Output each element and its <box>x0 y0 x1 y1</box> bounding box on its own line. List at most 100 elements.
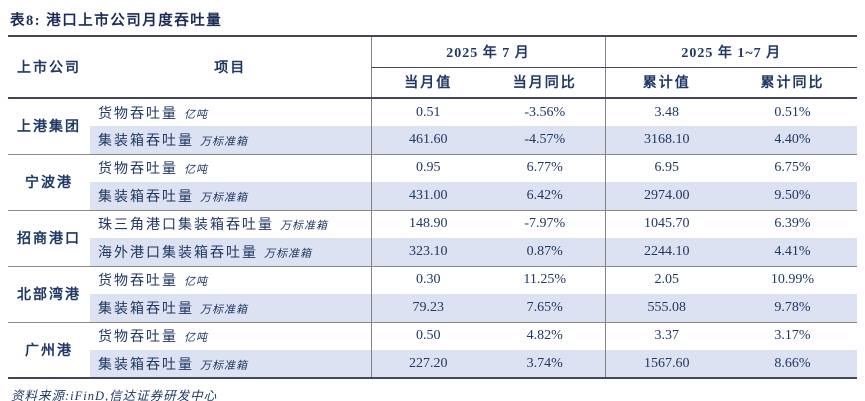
header-group-month: 2025 年 7 月 <box>370 36 605 68</box>
month-yoy-cell: 6.77% <box>526 160 563 176</box>
item-cell: 集装箱吞吐量 万标准箱 <box>90 350 371 378</box>
cumulative-value-cell: 3.48 <box>604 98 728 126</box>
item-cell: 货物吞吐量 亿吨 <box>90 322 371 350</box>
item-cell: 珠三角港口集装箱吞吐量 万标准箱 <box>90 210 371 238</box>
cumulative-yoy-cell: 6.39% <box>774 216 811 232</box>
header-cumulative-value: 累计值 <box>604 67 728 98</box>
month-value-cell: 227.20 <box>370 350 485 378</box>
cumulative-yoy-cell: 9.50% <box>728 182 857 210</box>
cumulative-value-cell: 3.37 <box>604 322 728 350</box>
item-label: 货物吞吐量 <box>98 330 178 346</box>
item-label: 集装箱吞吐量 <box>98 301 194 317</box>
cumulative-yoy-cell: 3.17% <box>774 328 811 344</box>
item-cell: 海外港口集装箱吞吐量 万标准箱 <box>90 238 371 266</box>
cumulative-yoy-cell: 0.51% <box>774 104 811 120</box>
month-yoy-cell: -3.56% <box>524 104 566 120</box>
company-block-beibuwan: 北部湾港 货物吞吐量 亿吨 0.30 11.25% 2.05 10.99% 集装箱… <box>8 266 857 322</box>
header-cumulative-yoy: 累计同比 <box>760 76 825 92</box>
month-value-cell: 461.60 <box>370 126 485 154</box>
month-yoy-cell: 4.82% <box>526 328 563 344</box>
month-value-cell: 148.90 <box>370 210 485 238</box>
month-yoy-cell: 7.65% <box>485 294 605 322</box>
month-yoy-cell: 6.42% <box>485 182 605 210</box>
cumulative-yoy-cell: 4.41% <box>728 238 857 266</box>
month-yoy-cell: 0.87% <box>485 238 605 266</box>
cumulative-value-cell: 1045.70 <box>604 210 728 238</box>
unit-label: 亿吨 <box>184 164 208 177</box>
header-group-cumulative: 2025 年 1~7 月 <box>604 36 857 68</box>
cumulative-value-cell: 3168.10 <box>604 126 728 154</box>
cumulative-yoy-cell: 6.75% <box>774 160 811 176</box>
unit-label: 万标准箱 <box>280 220 328 233</box>
unit-label: 万标准箱 <box>200 359 248 372</box>
table-title: 表8: 港口上市公司月度吞吐量 <box>10 13 223 29</box>
item-cell: 货物吞吐量 亿吨 <box>90 154 371 182</box>
table-row: 集装箱吞吐量 万标准箱 431.00 6.42% 2974.00 9.50% <box>8 182 857 210</box>
company-block-ningbo: 宁波港 货物吞吐量 亿吨 0.95 6.77% 6.95 6.75% 集装箱吞吐量… <box>8 154 857 210</box>
table-row: 宁波港 货物吞吐量 亿吨 0.95 6.77% 6.95 6.75% <box>8 154 857 210</box>
item-label: 货物吞吐量 <box>98 162 178 178</box>
month-yoy-cell: -7.97% <box>524 216 566 232</box>
cumulative-value-cell: 6.95 <box>604 154 728 182</box>
item-cell: 集装箱吞吐量 万标准箱 <box>90 126 371 154</box>
header-month-value: 当月值 <box>370 67 485 98</box>
item-cell: 集装箱吞吐量 万标准箱 <box>90 182 371 210</box>
unit-label: 万标准箱 <box>200 191 248 204</box>
month-value-cell: 431.00 <box>370 182 485 210</box>
cumulative-value-cell: 2974.00 <box>604 182 728 210</box>
unit-label: 万标准箱 <box>264 247 312 260</box>
month-value-cell: 0.95 <box>370 154 485 182</box>
company-name: 宁波港 <box>8 154 90 210</box>
table-row: 广州港 货物吞吐量 亿吨 0.50 4.82% 3.37 3.17% <box>8 322 857 378</box>
cumulative-yoy-cell: 4.40% <box>728 126 857 154</box>
company-name: 招商港口 <box>8 210 90 266</box>
cumulative-yoy-cell: 10.99% <box>770 272 815 288</box>
cumulative-value-cell: 555.08 <box>604 294 728 322</box>
table-header: 上市公司 项目 2025 年 7 月 2025 年 1~7 月 当月值 当月同比… <box>8 36 857 98</box>
company-name: 北部湾港 <box>8 266 90 322</box>
throughput-table: 上市公司 项目 2025 年 7 月 2025 年 1~7 月 当月值 当月同比… <box>8 35 857 379</box>
header-item: 项目 <box>214 61 247 76</box>
unit-label: 万标准箱 <box>200 303 248 316</box>
cumulative-yoy-cell: 9.78% <box>728 294 857 322</box>
table-row: 海外港口集装箱吞吐量 万标准箱 323.10 0.87% 2244.10 4.41… <box>8 238 857 266</box>
month-value-cell: 0.50 <box>370 322 485 350</box>
item-cell: 货物吞吐量 亿吨 <box>90 98 371 126</box>
month-value-cell: 323.10 <box>370 238 485 266</box>
item-label: 珠三角港口集装箱吞吐量 <box>98 218 274 234</box>
company-block-shanggang: 上港集团 货物吞吐量 亿吨 0.51 -3.56% 3.48 0.51% 集装箱吞… <box>8 98 857 154</box>
cumulative-value-cell: 2.05 <box>604 266 728 294</box>
source-note: 资料来源:iFinD,信达证券研发中心 <box>11 389 218 401</box>
item-label: 货物吞吐量 <box>98 106 178 122</box>
item-label: 集装箱吞吐量 <box>98 133 194 149</box>
month-value-cell: 79.23 <box>370 294 485 322</box>
unit-label: 亿吨 <box>184 108 208 121</box>
item-label: 货物吞吐量 <box>98 274 178 290</box>
cumulative-value-cell: 1567.60 <box>604 350 728 378</box>
item-cell: 集装箱吞吐量 万标准箱 <box>90 294 371 322</box>
month-value-cell: 0.30 <box>370 266 485 294</box>
month-yoy-cell: 3.74% <box>485 350 605 378</box>
item-cell: 货物吞吐量 亿吨 <box>90 266 371 294</box>
table-row: 招商港口 珠三角港口集装箱吞吐量 万标准箱 148.90 -7.97% 1045.… <box>8 210 857 266</box>
item-label: 海外港口集装箱吞吐量 <box>98 245 258 261</box>
item-label: 集装箱吞吐量 <box>98 357 194 373</box>
month-yoy-cell: 11.25% <box>523 272 567 288</box>
month-yoy-cell: -4.57% <box>485 126 605 154</box>
table-row: 集装箱吞吐量 万标准箱 461.60 -4.57% 3168.10 4.40% <box>8 126 857 154</box>
table-row: 集装箱吞吐量 万标准箱 79.23 7.65% 555.08 9.78% <box>8 294 857 322</box>
cumulative-value-cell: 2244.10 <box>604 238 728 266</box>
table-row: 上港集团 货物吞吐量 亿吨 0.51 -3.56% 3.48 0.51% <box>8 98 857 154</box>
company-block-zhaoshang: 招商港口 珠三角港口集装箱吞吐量 万标准箱 148.90 -7.97% 1045.… <box>8 210 857 266</box>
unit-label: 亿吨 <box>184 332 208 345</box>
company-block-guangzhou: 广州港 货物吞吐量 亿吨 0.50 4.82% 3.37 3.17% 集装箱吞吐量… <box>8 322 857 378</box>
company-name: 广州港 <box>8 322 90 378</box>
item-label: 集装箱吞吐量 <box>98 189 194 205</box>
month-value-cell: 0.51 <box>370 98 485 126</box>
table-row: 北部湾港 货物吞吐量 亿吨 0.30 11.25% 2.05 10.99% <box>8 266 857 322</box>
cumulative-yoy-cell: 8.66% <box>728 350 857 378</box>
company-name: 上港集团 <box>8 98 90 154</box>
unit-label: 亿吨 <box>184 276 208 289</box>
table-row: 集装箱吞吐量 万标准箱 227.20 3.74% 1567.60 8.66% <box>8 350 857 378</box>
